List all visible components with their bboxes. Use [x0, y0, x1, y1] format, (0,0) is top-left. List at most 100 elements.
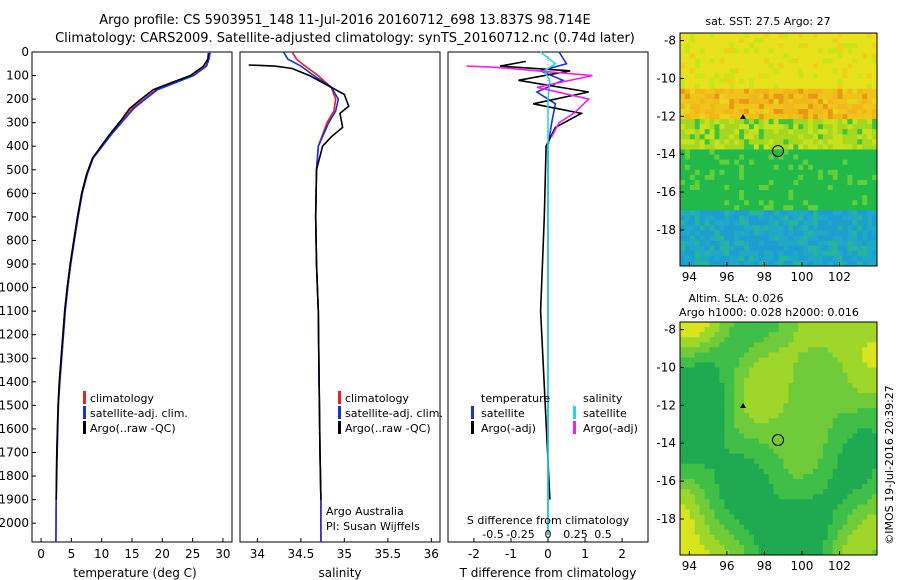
x-tick-label: -2 — [468, 547, 480, 561]
sla-cell — [714, 367, 720, 374]
sst-cell — [684, 58, 691, 64]
sst-cell — [808, 124, 814, 130]
sla-cell — [758, 479, 765, 485]
sla-cell — [862, 539, 868, 546]
sla-cell — [812, 499, 819, 505]
sst-cell — [808, 164, 814, 171]
sla-cell — [724, 443, 730, 450]
sla-cell — [699, 534, 706, 541]
sst-cell — [812, 93, 819, 100]
sst-cell — [768, 164, 774, 171]
sst-cell — [694, 119, 701, 125]
sst-cell — [857, 230, 863, 237]
sst-cell — [684, 260, 691, 267]
sla-cell — [827, 367, 834, 374]
sst-cell — [798, 215, 804, 221]
sla-cell — [867, 509, 873, 515]
sst-cell — [842, 210, 848, 216]
sla-cell — [763, 443, 770, 450]
sst-cell — [680, 245, 686, 252]
sst-cell — [763, 33, 770, 39]
sla-cell — [744, 529, 750, 536]
sla-cell — [778, 367, 784, 374]
sla-cell — [847, 382, 853, 389]
sla-cell — [734, 372, 740, 379]
sst-cell — [773, 119, 779, 125]
sst-cell — [714, 190, 720, 196]
sla-cell — [680, 519, 686, 526]
sst-cell — [798, 250, 804, 257]
sla-cell — [817, 529, 824, 536]
sla-cell — [709, 479, 715, 485]
sst-cell — [699, 58, 706, 64]
sst-cell — [808, 58, 814, 64]
sst-cell — [714, 33, 720, 39]
sst-cell — [724, 179, 730, 186]
sst-cell — [684, 225, 691, 231]
sla-cell — [827, 479, 834, 485]
sst-cell — [857, 174, 863, 181]
sst-cell — [768, 43, 774, 49]
sla-cell — [758, 443, 765, 450]
sla-cell — [719, 489, 725, 495]
sst-cell — [744, 149, 750, 155]
sst-cell — [793, 88, 799, 95]
sla-cell — [867, 332, 873, 338]
sst-cell — [817, 169, 824, 176]
sst-cell — [808, 215, 814, 221]
sst-cell — [847, 98, 853, 105]
sla-cell — [812, 549, 819, 556]
sst-cell — [709, 195, 715, 201]
sla-cell — [768, 468, 774, 475]
sla-cell — [812, 484, 819, 490]
sst-cell — [689, 68, 696, 74]
sla-cell — [862, 524, 868, 531]
sst-cell — [753, 230, 760, 237]
sst-cell — [729, 129, 735, 135]
sst-cell — [704, 48, 710, 54]
sst-cell — [689, 73, 696, 79]
sst-cell — [817, 210, 824, 216]
sla-cell — [852, 484, 858, 490]
sla-cell — [729, 397, 735, 404]
sla-cell — [852, 519, 858, 526]
sst-cell — [704, 225, 710, 231]
sla-cell — [714, 489, 720, 495]
sla-cell — [758, 423, 765, 429]
sla-cell — [803, 377, 809, 384]
sst-cell — [832, 245, 838, 252]
sst-cell — [778, 38, 784, 44]
sst-cell — [817, 58, 824, 64]
sla-cell — [857, 534, 863, 541]
sst-cell — [753, 78, 760, 85]
sla-cell — [793, 499, 799, 505]
sst-cell — [744, 53, 750, 59]
sst-cell — [862, 255, 868, 262]
sst-cell — [719, 63, 725, 69]
sla-cell — [808, 499, 814, 505]
sla-cell — [714, 332, 720, 338]
sla-cell — [783, 408, 789, 414]
sla-cell — [748, 337, 755, 343]
sst-cell — [812, 174, 819, 181]
sla-cell — [724, 509, 730, 515]
sla-cell — [734, 509, 740, 515]
sst-cell — [709, 139, 715, 145]
sst-cell — [773, 98, 779, 105]
sla-cell — [803, 433, 809, 439]
sst-cell — [832, 134, 838, 140]
sst-cell — [803, 179, 809, 186]
sst-cell — [837, 48, 843, 54]
sla-cell — [694, 438, 701, 444]
sst-cell — [694, 184, 701, 191]
sst-cell — [680, 129, 686, 135]
sla-cell — [734, 423, 740, 429]
sla-cell — [758, 544, 765, 551]
difference-top-ticks: -0.5 -0.25 0 0.25 0.5 — [482, 528, 611, 541]
sla-cell — [729, 327, 735, 333]
sst-cell — [842, 119, 848, 125]
sst-cell — [748, 174, 755, 181]
sla-cell — [719, 539, 725, 546]
sla-cell — [729, 509, 735, 515]
sst-cell — [817, 154, 824, 161]
